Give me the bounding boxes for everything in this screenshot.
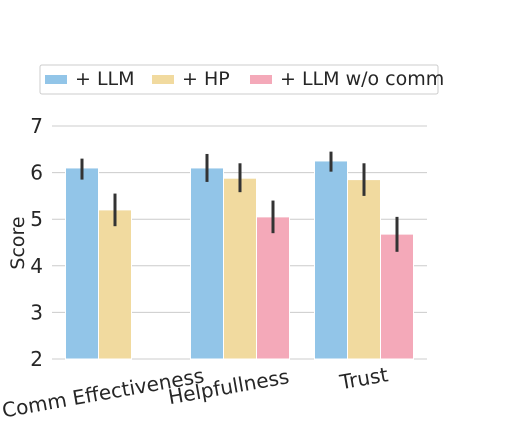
legend-label: + LLM bbox=[75, 68, 135, 90]
y-tick-label: 2 bbox=[30, 347, 43, 371]
bar bbox=[347, 179, 381, 360]
y-tick-label: 6 bbox=[30, 161, 43, 185]
legend-swatch bbox=[152, 75, 174, 84]
legend: + LLM + HP + LLM w/o comm bbox=[39, 64, 444, 95]
y-tick-label: 4 bbox=[30, 254, 43, 278]
legend-label: + LLM w/o comm bbox=[280, 68, 444, 90]
legend-swatch bbox=[45, 75, 67, 84]
bar bbox=[190, 167, 224, 360]
bar bbox=[98, 209, 132, 360]
x-tick-label: Trust bbox=[337, 362, 390, 394]
y-tick-label: 3 bbox=[30, 300, 43, 324]
bar bbox=[314, 160, 348, 360]
bar bbox=[380, 233, 414, 360]
y-axis-ticks: 2 3 4 5 6 7 bbox=[30, 114, 43, 371]
legend-swatch bbox=[250, 75, 272, 84]
error-bars bbox=[80, 151, 399, 252]
legend-label: + HP bbox=[182, 68, 230, 90]
bar bbox=[223, 177, 257, 360]
y-axis-label: Score bbox=[7, 216, 29, 269]
y-tick-label: 7 bbox=[30, 114, 43, 138]
legend-frame bbox=[39, 64, 439, 95]
bar bbox=[256, 216, 290, 360]
bar bbox=[65, 167, 99, 360]
y-tick-label: 5 bbox=[30, 207, 43, 231]
